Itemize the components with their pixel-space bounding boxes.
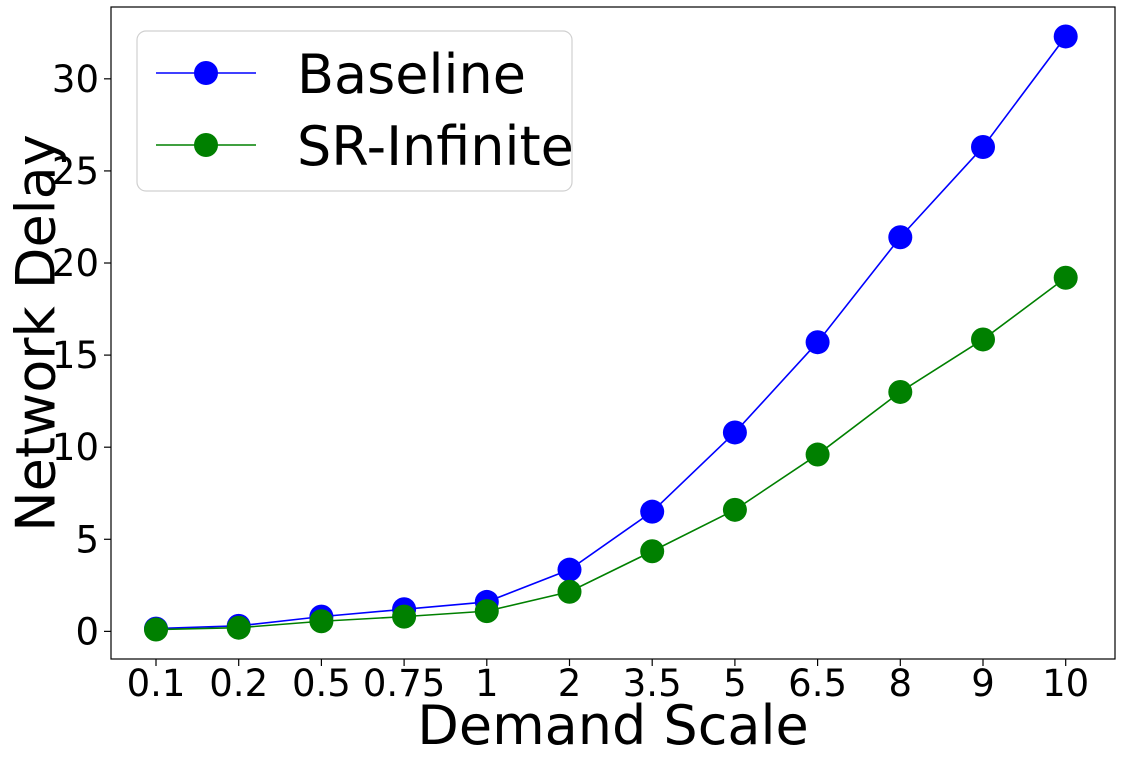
data-point-baseline bbox=[1053, 24, 1078, 49]
data-point-sr-infinite bbox=[226, 615, 251, 640]
x-tick-label: 1 bbox=[475, 662, 499, 705]
legend-sr-infinite-marker bbox=[194, 133, 218, 157]
data-point-sr-infinite bbox=[474, 599, 499, 624]
data-point-baseline bbox=[971, 134, 995, 159]
legend-sr-infinite-label: SR-Infinite bbox=[297, 115, 574, 178]
data-point-baseline bbox=[557, 557, 582, 582]
y-tick-label: 0 bbox=[75, 610, 99, 653]
data-point-baseline bbox=[888, 225, 913, 250]
legend: Baseline SR-Infinite bbox=[136, 30, 574, 192]
x-tick-label: 3.5 bbox=[623, 662, 682, 705]
x-tick-label: 9 bbox=[971, 662, 995, 705]
x-axis: 0.1 0.2 0.5 0.75 1 2 3.5 5 6.5 8 9 10 bbox=[127, 659, 1089, 705]
data-point-baseline bbox=[640, 499, 665, 524]
x-tick-label: 0.5 bbox=[292, 662, 351, 705]
data-point-sr-infinite bbox=[971, 327, 995, 352]
data-point-sr-infinite bbox=[722, 497, 747, 522]
data-point-baseline bbox=[722, 420, 747, 445]
x-tick-label: 10 bbox=[1042, 662, 1089, 705]
y-axis-label: Network Delay bbox=[5, 134, 68, 532]
x-axis-label: Demand Scale bbox=[417, 694, 808, 757]
data-point-sr-infinite bbox=[309, 609, 334, 634]
y-tick-label: 10 bbox=[52, 426, 99, 469]
x-tick-label: 8 bbox=[889, 662, 913, 705]
data-point-sr-infinite bbox=[144, 617, 168, 642]
legend-baseline-label: Baseline bbox=[297, 43, 526, 106]
data-point-sr-infinite bbox=[557, 579, 582, 604]
series-line-baseline bbox=[155, 35, 1067, 630]
y-tick-label: 30 bbox=[52, 58, 99, 101]
data-point-baseline bbox=[805, 330, 830, 355]
x-tick-label: 2 bbox=[558, 662, 582, 705]
data-point-sr-infinite bbox=[805, 442, 830, 467]
x-tick-label: 0.75 bbox=[363, 662, 445, 705]
data-point-sr-infinite bbox=[640, 539, 665, 564]
x-tick-label: 5 bbox=[723, 662, 747, 705]
data-point-sr-infinite bbox=[888, 379, 913, 404]
series-line-sr-infinite bbox=[155, 277, 1067, 631]
y-tick-label: 20 bbox=[52, 242, 99, 285]
y-tick-label: 25 bbox=[52, 150, 99, 193]
data-point-sr-infinite bbox=[1053, 265, 1078, 290]
y-axis: 0 5 10 15 20 25 30 bbox=[52, 58, 111, 653]
legend-box bbox=[136, 30, 573, 192]
x-tick-label: 6.5 bbox=[788, 662, 847, 705]
y-tick-label: 5 bbox=[75, 518, 99, 561]
series-layer bbox=[144, 24, 1078, 642]
legend-baseline-marker bbox=[194, 61, 218, 85]
x-tick-label: 0.2 bbox=[209, 662, 268, 705]
x-tick-label: 0.1 bbox=[127, 662, 186, 705]
data-point-sr-infinite bbox=[392, 604, 417, 629]
y-tick-label: 15 bbox=[52, 334, 99, 377]
